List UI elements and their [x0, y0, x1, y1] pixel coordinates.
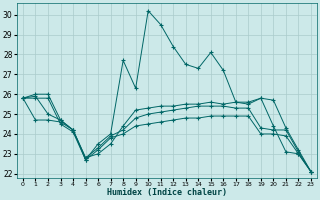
X-axis label: Humidex (Indice chaleur): Humidex (Indice chaleur) [107, 188, 227, 197]
